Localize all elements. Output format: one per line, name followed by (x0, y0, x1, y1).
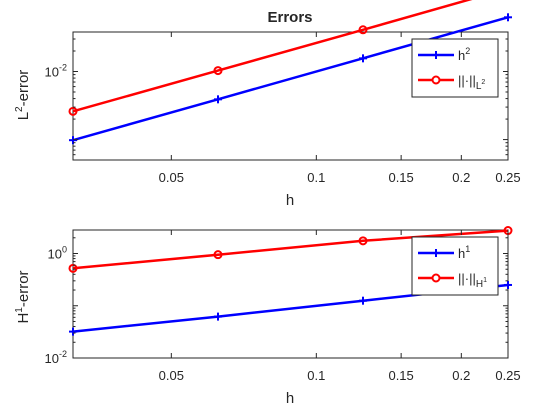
y-tick-label: 10-2 (45, 349, 67, 366)
l2-error-panel: Errors 0.05 0.1 0.15 0.2 0.25 10-2 h L2-erro… (14, 0, 521, 209)
l2-y-axis-label: L2-error (14, 70, 32, 121)
l2-x-axis-label: h (286, 192, 294, 209)
data-point-circle (213, 66, 223, 76)
h1-legend: h1 ||·||H1 (411, 236, 499, 296)
chart-title: Errors (267, 9, 312, 26)
data-point-circle (358, 25, 368, 35)
series-line-1 (72, 229, 509, 270)
series-line-0 (72, 16, 509, 142)
legend-box (411, 38, 499, 98)
l2-y-axis-ticks: 10-2 (45, 38, 508, 156)
data-point-circle (358, 236, 368, 246)
h1-axes-frame (72, 229, 509, 359)
legend-marker-plus (432, 51, 440, 59)
legend-label: ||·||L2 (458, 73, 485, 92)
data-point-plus (214, 95, 222, 104)
data-point-plus (504, 13, 512, 22)
h1-error-panel: 0.05 0.1 0.15 0.2 0.25 10-2 100 h H1-error h1… (14, 226, 521, 407)
legend-label: h1 (458, 244, 470, 261)
legend-marker-plus (432, 249, 440, 257)
x-tick-label: 0.25 (495, 170, 520, 185)
x-tick-label: 0.2 (452, 170, 470, 185)
y-tick-label: 100 (48, 245, 67, 262)
series-line-1 (72, 0, 473, 113)
legend-label: ||·||H1 (458, 271, 487, 290)
x-tick-label: 0.05 (159, 170, 184, 185)
data-point-plus (359, 54, 367, 63)
data-point-plus (359, 296, 367, 305)
legend-label: h2 (458, 46, 470, 63)
data-point-plus (214, 312, 222, 321)
data-point-plus (504, 280, 512, 289)
l2-legend: h2 ||·||L2 (411, 38, 499, 98)
h1-y-axis-ticks: 10-2 100 (45, 237, 508, 366)
x-tick-label: 0.2 (452, 368, 470, 383)
h1-x-axis-ticks: 0.05 0.1 0.15 0.2 0.25 (159, 230, 521, 383)
y-tick-label: 10-2 (45, 62, 67, 79)
x-tick-label: 0.15 (388, 368, 413, 383)
l2-axes-frame (72, 31, 509, 161)
legend-marker-circle (431, 75, 441, 85)
x-tick-label: 0.1 (307, 368, 325, 383)
x-tick-label: 0.1 (307, 170, 325, 185)
x-tick-label: 0.05 (159, 368, 184, 383)
legend-marker-circle (431, 273, 441, 283)
h1-y-axis-label: H1-error (14, 270, 32, 323)
legend-box (411, 236, 499, 296)
l2-series-group (68, 0, 512, 145)
data-point-circle (213, 250, 223, 260)
data-point-plus (69, 327, 77, 336)
data-point-circle (68, 106, 78, 116)
x-tick-label: 0.15 (388, 170, 413, 185)
x-tick-label: 0.25 (495, 368, 520, 383)
l2-x-axis-ticks: 0.05 0.1 0.15 0.2 0.25 (159, 32, 521, 185)
h1-x-axis-label: h (286, 390, 294, 407)
